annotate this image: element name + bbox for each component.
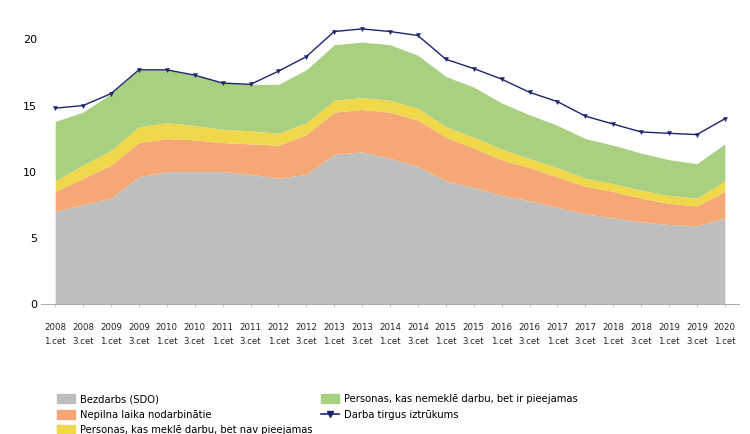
Text: 3.cet: 3.cet (463, 337, 484, 346)
Text: 2009: 2009 (128, 323, 150, 332)
Text: 2019: 2019 (658, 323, 680, 332)
Text: 2017: 2017 (547, 323, 568, 332)
Text: 3.cet: 3.cet (574, 337, 596, 346)
Text: 2016: 2016 (490, 323, 512, 332)
Text: 2014: 2014 (379, 323, 401, 332)
Text: 1.cet: 1.cet (602, 337, 624, 346)
Text: 1.cet: 1.cet (211, 337, 233, 346)
Text: 3.cet: 3.cet (128, 337, 150, 346)
Text: 2014: 2014 (407, 323, 429, 332)
Text: 1.cet: 1.cet (714, 337, 736, 346)
Text: 1.cet: 1.cet (380, 337, 400, 346)
Text: 1.cet: 1.cet (323, 337, 345, 346)
Text: 2008: 2008 (72, 323, 94, 332)
Text: 2019: 2019 (686, 323, 708, 332)
Text: 2018: 2018 (602, 323, 624, 332)
Text: 2020: 2020 (714, 323, 736, 332)
Text: 2011: 2011 (239, 323, 262, 332)
Text: 1.cet: 1.cet (268, 337, 290, 346)
Legend: Bezdarbs (SDO), Nepilna laika nodarbinātie, Personas, kas meklē darbu, bet nav p: Bezdarbs (SDO), Nepilna laika nodarbināt… (53, 390, 581, 434)
Text: 2015: 2015 (463, 323, 484, 332)
Text: 3.cet: 3.cet (72, 337, 94, 346)
Text: 2017: 2017 (574, 323, 596, 332)
Text: 2008: 2008 (44, 323, 66, 332)
Text: 2012: 2012 (296, 323, 317, 332)
Text: 3.cet: 3.cet (240, 337, 261, 346)
Text: 2010: 2010 (184, 323, 206, 332)
Text: 2010: 2010 (156, 323, 178, 332)
Text: 2009: 2009 (100, 323, 122, 332)
Text: 1.cet: 1.cet (156, 337, 178, 346)
Text: 2012: 2012 (268, 323, 290, 332)
Text: 3.cet: 3.cet (296, 337, 317, 346)
Text: 2015: 2015 (435, 323, 457, 332)
Text: 1.cet: 1.cet (658, 337, 680, 346)
Text: 2011: 2011 (211, 323, 233, 332)
Text: 2013: 2013 (351, 323, 373, 332)
Text: 3.cet: 3.cet (630, 337, 652, 346)
Text: 2016: 2016 (518, 323, 541, 332)
Text: 1.cet: 1.cet (435, 337, 457, 346)
Text: 2013: 2013 (323, 323, 345, 332)
Text: 1.cet: 1.cet (100, 337, 122, 346)
Text: 3.cet: 3.cet (407, 337, 429, 346)
Text: 3.cet: 3.cet (351, 337, 373, 346)
Text: 3.cet: 3.cet (686, 337, 708, 346)
Text: 2018: 2018 (630, 323, 652, 332)
Text: 1.cet: 1.cet (44, 337, 66, 346)
Text: 3.cet: 3.cet (519, 337, 540, 346)
Text: 3.cet: 3.cet (184, 337, 206, 346)
Text: 1.cet: 1.cet (490, 337, 512, 346)
Text: 1.cet: 1.cet (547, 337, 568, 346)
